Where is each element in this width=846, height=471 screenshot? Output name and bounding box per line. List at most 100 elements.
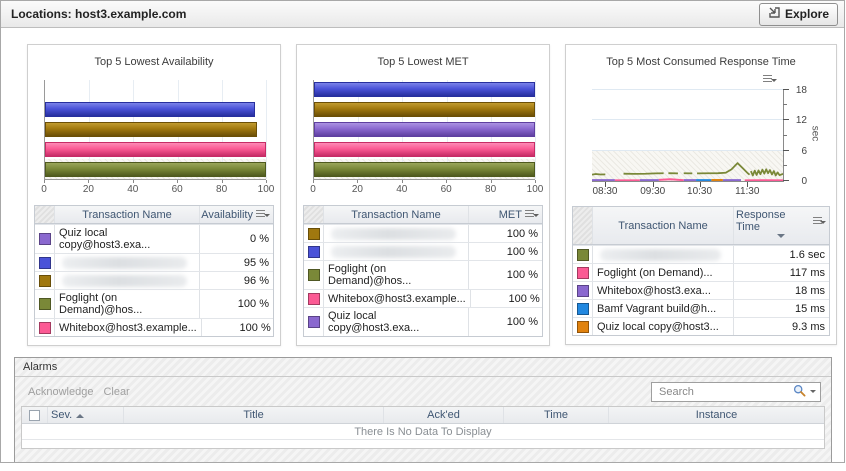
transaction-name-cell[interactable]: Foglight (on Demand)@hos... — [328, 263, 412, 287]
axis-tick — [266, 180, 267, 183]
column-header-title[interactable]: Title — [124, 407, 384, 423]
bar-pink[interactable] — [314, 142, 535, 157]
transaction-name-cell[interactable] — [55, 272, 199, 289]
table-header-row: Transaction Name MET — [304, 206, 542, 224]
bar-chart-plot[interactable] — [44, 80, 267, 180]
series-line-olive — [592, 173, 606, 176]
transaction-name-cell[interactable]: Whitebox@host3.example... — [59, 321, 197, 334]
line-series-svg — [592, 162, 783, 181]
acknowledge-button[interactable]: Acknowledge — [28, 385, 94, 398]
transaction-name-cell[interactable]: Quiz local copy@host3.exa... — [59, 227, 151, 251]
bar-chart-plot[interactable] — [313, 80, 536, 180]
x-tick-label: 10:30 — [687, 186, 713, 197]
transaction-table: Transaction Name Response Time 1.6 sec Fogl… — [572, 206, 830, 336]
y-axis-minor-tick — [783, 104, 787, 106]
table-row[interactable]: Whitebox@host3.exa... 18 ms — [573, 281, 829, 299]
bar-olive[interactable] — [314, 162, 535, 177]
value-column-header[interactable]: Availability — [199, 206, 273, 223]
y-axis-tick — [783, 89, 789, 90]
column-header-ack-ed[interactable]: Ack'ed — [384, 407, 504, 423]
color-column-header — [35, 206, 55, 223]
search-input[interactable] — [657, 384, 793, 399]
value-header-label: MET — [498, 208, 522, 221]
transaction-name-cell[interactable]: Quiz local copy@host3... — [597, 320, 719, 333]
value-cell: 9.3 ms — [733, 318, 829, 335]
x-tick-label: 09:30 — [640, 186, 666, 197]
select-all-checkbox[interactable] — [29, 409, 40, 421]
bar-gold[interactable] — [314, 102, 535, 117]
table-row[interactable]: 95 % — [35, 253, 273, 271]
table-row[interactable]: 100 % — [304, 224, 542, 242]
transaction-name-header[interactable]: Transaction Name — [618, 219, 708, 232]
axis-tick — [221, 180, 223, 183]
column-customizer-icon[interactable] — [525, 209, 539, 220]
axis-tick — [401, 180, 403, 183]
series-color-swatch — [576, 248, 589, 261]
y-axis-minor-tick — [783, 164, 787, 166]
redacted-text — [600, 248, 722, 261]
transaction-name-cell[interactable] — [324, 225, 468, 242]
search-dropdown-caret-icon[interactable] — [810, 390, 816, 396]
axis-tick — [88, 180, 90, 183]
line-chart-plot[interactable]: 0 6 12 18 sec 08:30 09:30 10:30 11:30 — [592, 85, 821, 197]
threshold-band — [592, 150, 783, 181]
transaction-name-cell[interactable]: Whitebox@host3.example... — [328, 292, 466, 305]
series-color-swatch — [38, 321, 51, 334]
transaction-name-cell[interactable] — [593, 246, 733, 263]
gridline — [592, 149, 783, 151]
chart-options-icon[interactable] — [763, 74, 777, 85]
column-customizer-icon[interactable] — [256, 209, 270, 220]
table-row[interactable]: 100 % — [304, 242, 542, 260]
transaction-name-cell[interactable] — [55, 254, 199, 271]
search-icon[interactable] — [793, 384, 806, 400]
bar-blue[interactable] — [45, 102, 255, 117]
transaction-name-cell[interactable]: Foglight (on Demand)@hos... — [59, 292, 143, 316]
transaction-name-cell[interactable] — [324, 243, 468, 260]
transaction-name-cell[interactable]: Quiz local copy@host3.exa... — [328, 310, 420, 334]
transaction-name-header[interactable]: Transaction Name — [82, 208, 172, 221]
chart-panels-row: Top 5 Lowest Availability 0 20 40 60 80 100 Tra… — [1, 28, 844, 346]
value-column-header[interactable]: MET — [468, 206, 542, 223]
y-axis-tick — [783, 119, 789, 121]
column-customizer-icon[interactable] — [812, 216, 826, 227]
table-row[interactable]: Quiz local copy@host3... 9.3 ms — [573, 317, 829, 335]
x-tick-label: 11:30 — [735, 186, 760, 197]
table-row[interactable]: Quiz local copy@host3.exa... 100 % — [304, 307, 542, 336]
y-axis-tick — [783, 149, 789, 151]
bar-gold[interactable] — [45, 122, 258, 137]
column-label: Title — [243, 409, 264, 421]
column-header-time[interactable]: Time — [504, 407, 609, 423]
color-swatch-cell — [304, 225, 324, 242]
bar-olive[interactable] — [45, 162, 266, 177]
bar-purple[interactable] — [314, 122, 535, 137]
table-row[interactable]: Whitebox@host3.example... 100 % — [35, 318, 273, 336]
table-row[interactable]: Bamf Vagrant build@h... 15 ms — [573, 299, 829, 317]
explore-button[interactable]: Explore — [758, 2, 838, 26]
table-row[interactable]: Foglight (on Demand)... 117 ms — [573, 263, 829, 281]
table-row[interactable]: Quiz local copy@host3.exa... 0 % — [35, 224, 273, 253]
transaction-name-cell[interactable]: Whitebox@host3.exa... — [597, 284, 711, 297]
y-tick-label: 12 — [795, 115, 807, 127]
table-row[interactable]: 96 % — [35, 271, 273, 289]
bar-pink[interactable] — [45, 142, 266, 157]
clear-button[interactable]: Clear — [103, 385, 130, 398]
transaction-name-header[interactable]: Transaction Name — [351, 208, 441, 221]
gridline — [535, 80, 536, 179]
column-header-sev-[interactable]: Sev. — [48, 407, 124, 423]
table-row[interactable]: Whitebox@host3.example... 100 % — [304, 289, 542, 307]
y-axis-unit-label: sec — [809, 125, 821, 142]
series-line-olive — [750, 168, 783, 177]
column-header-instance[interactable]: Instance — [609, 407, 824, 423]
panel-title: Top 5 Lowest MET — [377, 56, 469, 68]
table-row[interactable]: Foglight (on Demand)@hos... 100 % — [35, 289, 273, 318]
transaction-name-cell[interactable]: Bamf Vagrant build@h... — [597, 302, 717, 315]
series-color-swatch — [576, 266, 589, 279]
transaction-name-cell[interactable]: Foglight (on Demand)... — [597, 266, 713, 279]
value-cell: 18 ms — [733, 282, 829, 299]
value-column-header[interactable]: Response Time — [733, 207, 829, 244]
table-row[interactable]: Foglight (on Demand)@hos... 100 % — [304, 260, 542, 289]
bar-blue[interactable] — [314, 82, 535, 97]
table-row[interactable]: 1.6 sec — [573, 245, 829, 263]
color-swatch-cell — [304, 261, 324, 289]
